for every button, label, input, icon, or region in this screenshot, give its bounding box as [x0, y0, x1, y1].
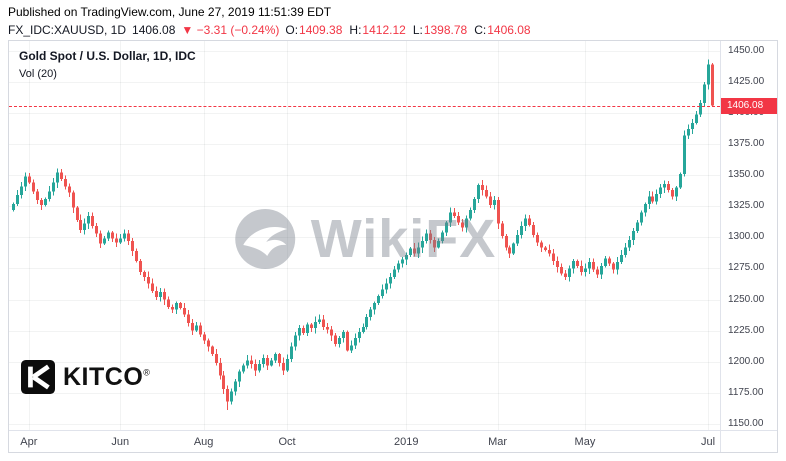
chart-plot[interactable]: Gold Spot / U.S. Dollar, 1D, IDC Vol (20…	[9, 41, 720, 430]
last-price-tag: 1406.08	[721, 97, 777, 114]
kitco-wordmark: KITCO®	[63, 363, 150, 392]
price-tick-label: 1225.00	[728, 324, 765, 336]
kitco-logo: KITCO®	[21, 360, 150, 394]
chart-legend: Gold Spot / U.S. Dollar, 1D, IDC Vol (20…	[19, 49, 196, 80]
last-price-value: 1406.08	[132, 23, 176, 37]
symbol-name: FX_IDC:XAUUSD, 1D	[8, 23, 127, 37]
legend-volume: Vol (20)	[19, 68, 57, 80]
ohlc-label: C:	[474, 23, 487, 37]
last-price-line	[9, 105, 720, 107]
ohlc-value: 1398.78	[423, 23, 468, 37]
published-line: Published on TradingView.com, June 27, 2…	[8, 5, 332, 19]
price-tick-label: 1425.00	[728, 76, 765, 87]
price-tick-label: 1250.00	[728, 293, 765, 305]
price-tick-label: 1275.00	[728, 262, 765, 274]
price-tick-label: 1300.00	[728, 231, 765, 243]
kitco-text: KITCO	[63, 362, 144, 391]
registered-mark: ®	[143, 367, 151, 378]
price-tick-label: 1175.00	[728, 386, 764, 398]
chart-container: Gold Spot / U.S. Dollar, 1D, IDC Vol (20…	[8, 40, 778, 453]
ohlc-value: 1409.38	[299, 23, 343, 37]
close-value: C:1406.08	[474, 23, 531, 37]
price-tick-label: 1150.00	[728, 417, 764, 429]
price-tick-label: 1325.00	[728, 200, 765, 212]
symbol-info-line: FX_IDC:XAUUSD, 1D 1406.08 ▼ −3.31 (−0.24…	[8, 23, 532, 37]
price-tick-label: 1375.00	[728, 138, 765, 150]
legend-title: Gold Spot / U.S. Dollar, 1D, IDC	[19, 49, 196, 63]
price-axis: 1450.001425.001400.001375.001350.001325.…	[720, 41, 777, 430]
ohlc-label: O:	[285, 23, 299, 37]
ohlc-value: 1406.08	[487, 23, 531, 37]
price-tick-label: 1350.00	[728, 169, 765, 181]
price-tick-label: 1200.00	[728, 355, 765, 367]
time-tick-label: Oct	[278, 436, 296, 448]
time-tick-label: Apr	[20, 436, 38, 448]
high-value: H:1412.12	[349, 23, 406, 37]
ohlc-label: H:	[349, 23, 362, 37]
axis-corner	[720, 430, 777, 452]
price-tick-label: 1450.00	[728, 44, 765, 56]
header: Published on TradingView.com, June 27, 2…	[8, 5, 532, 37]
time-axis: Apr Jun Aug Oct 2019 Mar May Jul	[9, 430, 720, 452]
ohlc-label: L:	[412, 23, 423, 37]
time-tick-label: 2019	[393, 436, 419, 448]
low-value: L:1398.78	[413, 23, 468, 37]
ohlc-value: 1412.12	[362, 23, 406, 37]
time-tick-label: Jul	[701, 436, 716, 448]
price-change: ▼ −3.31 (−0.24%)	[181, 23, 280, 37]
time-tick-label: May	[574, 436, 596, 448]
kitco-icon	[21, 360, 55, 394]
time-tick-label: Mar	[488, 436, 508, 448]
time-tick-label: Aug	[193, 436, 214, 448]
time-tick-label: Jun	[111, 436, 130, 448]
open-value: O:1409.38	[285, 23, 343, 37]
